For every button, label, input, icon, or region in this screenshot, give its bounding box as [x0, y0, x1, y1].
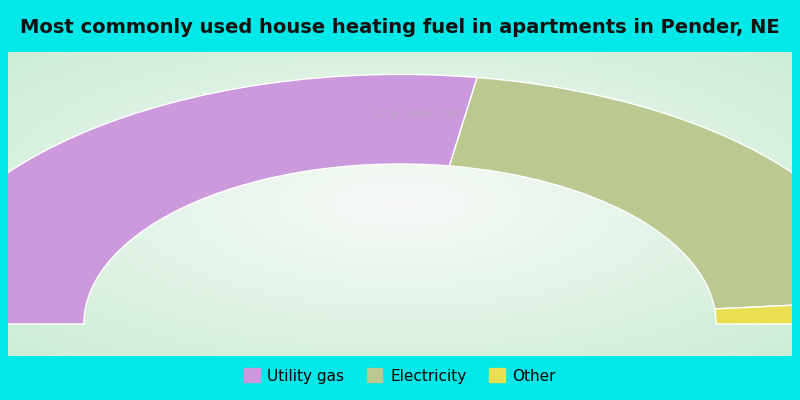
Legend: Utility gas, Electricity, Other: Utility gas, Electricity, Other	[238, 362, 562, 390]
Wedge shape	[450, 78, 800, 309]
Wedge shape	[0, 74, 477, 324]
Wedge shape	[714, 300, 800, 324]
Text: City-Data.com: City-Data.com	[374, 107, 462, 120]
Text: Most commonly used house heating fuel in apartments in Pender, NE: Most commonly used house heating fuel in…	[20, 18, 780, 37]
